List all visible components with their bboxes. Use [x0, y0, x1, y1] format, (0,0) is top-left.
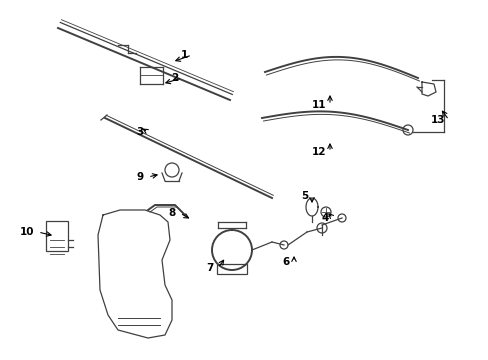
Text: 11: 11 — [311, 100, 325, 110]
Text: 10: 10 — [20, 227, 34, 237]
Text: 2: 2 — [170, 73, 178, 83]
Text: 1: 1 — [181, 50, 187, 60]
Text: 7: 7 — [206, 263, 214, 273]
Text: 6: 6 — [282, 257, 289, 267]
Text: 5: 5 — [300, 191, 307, 201]
Text: 8: 8 — [168, 208, 176, 218]
Text: 3: 3 — [137, 127, 143, 137]
Text: 4: 4 — [321, 213, 328, 223]
Text: 13: 13 — [429, 115, 444, 125]
Text: 9: 9 — [137, 172, 143, 182]
Text: 12: 12 — [311, 147, 325, 157]
